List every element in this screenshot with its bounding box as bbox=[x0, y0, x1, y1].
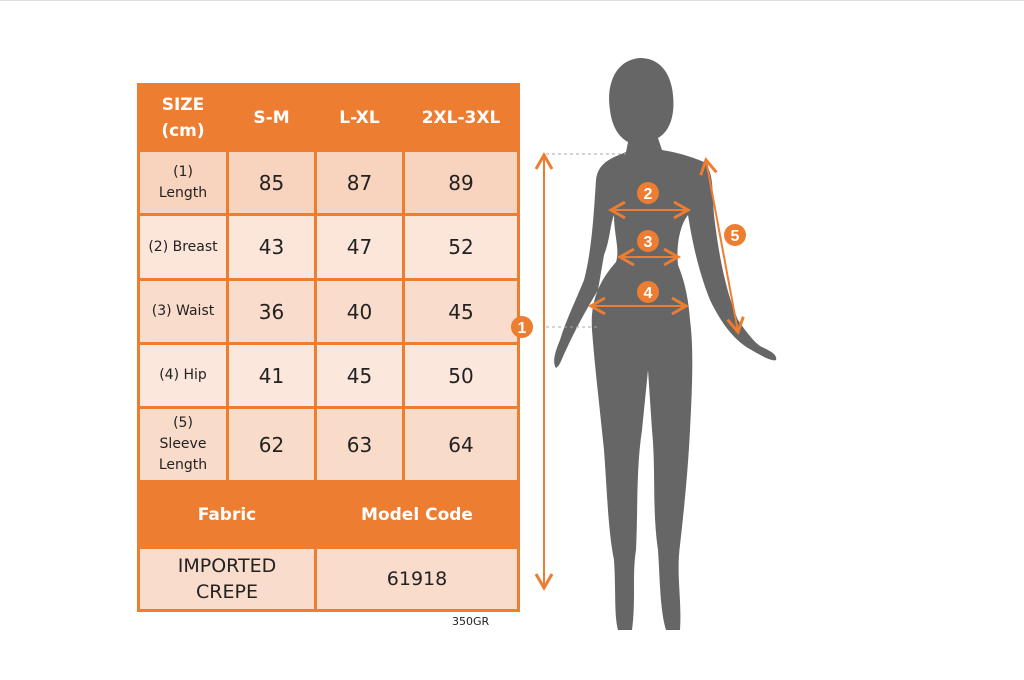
table-header-row: SIZE (cm) S-M L-XL 2XL-3XL bbox=[137, 83, 520, 152]
table-row: (1) Length 85 87 89 bbox=[137, 149, 520, 216]
sleeve-arrow bbox=[699, 157, 745, 335]
cell: 85 bbox=[226, 149, 317, 216]
cell: 64 bbox=[402, 406, 520, 483]
marker-badges: 1 2 3 4 5 bbox=[511, 182, 746, 338]
row-label: (4) Hip bbox=[137, 342, 229, 409]
model-code-header: Model Code bbox=[314, 480, 520, 549]
cell: 62 bbox=[226, 406, 317, 483]
cell: 50 bbox=[402, 342, 520, 409]
cell: 40 bbox=[314, 278, 405, 345]
cell: 41 bbox=[226, 342, 317, 409]
cell: 45 bbox=[402, 278, 520, 345]
cell: 52 bbox=[402, 213, 520, 281]
header-l-xl: L-XL bbox=[314, 83, 405, 152]
marker-1: 1 bbox=[518, 320, 527, 337]
marker-3: 3 bbox=[644, 234, 653, 251]
cell: 63 bbox=[314, 406, 405, 483]
table-row: (2) Breast 43 47 52 bbox=[137, 213, 520, 281]
header-s-m: S-M bbox=[226, 83, 317, 152]
model-code-value: 61918 bbox=[314, 546, 520, 612]
cell: 47 bbox=[314, 213, 405, 281]
cell: 45 bbox=[314, 342, 405, 409]
size-chart-table: SIZE (cm) S-M L-XL 2XL-3XL (1) Length 85… bbox=[137, 83, 520, 612]
top-border bbox=[0, 0, 1024, 1]
row-label: (5) Sleeve Length bbox=[137, 406, 229, 483]
row-label: (1) Length bbox=[137, 149, 229, 216]
header-size: SIZE (cm) bbox=[137, 83, 229, 152]
row-label: (3) Waist bbox=[137, 278, 229, 345]
info-header-row: Fabric Model Code bbox=[137, 480, 520, 549]
fabric-header: Fabric bbox=[137, 480, 317, 549]
weight-label: 350GR bbox=[452, 615, 490, 628]
cell: 87 bbox=[314, 149, 405, 216]
marker-4: 4 bbox=[644, 285, 653, 302]
row-label: (2) Breast bbox=[137, 213, 229, 281]
table-row: (3) Waist 36 40 45 bbox=[137, 278, 520, 345]
silhouette bbox=[554, 58, 777, 630]
woman-silhouette bbox=[554, 58, 777, 630]
marker-2: 2 bbox=[644, 186, 653, 203]
fabric-value: IMPORTED CREPE bbox=[137, 546, 317, 612]
cell: 43 bbox=[226, 213, 317, 281]
marker-5: 5 bbox=[731, 228, 740, 245]
cell: 36 bbox=[226, 278, 317, 345]
header-2xl-3xl: 2XL-3XL bbox=[402, 83, 520, 152]
table-row: (4) Hip 41 45 50 bbox=[137, 342, 520, 409]
info-row: IMPORTED CREPE 61918 bbox=[137, 546, 520, 612]
cell: 89 bbox=[402, 149, 520, 216]
table-row: (5) Sleeve Length 62 63 64 bbox=[137, 406, 520, 483]
